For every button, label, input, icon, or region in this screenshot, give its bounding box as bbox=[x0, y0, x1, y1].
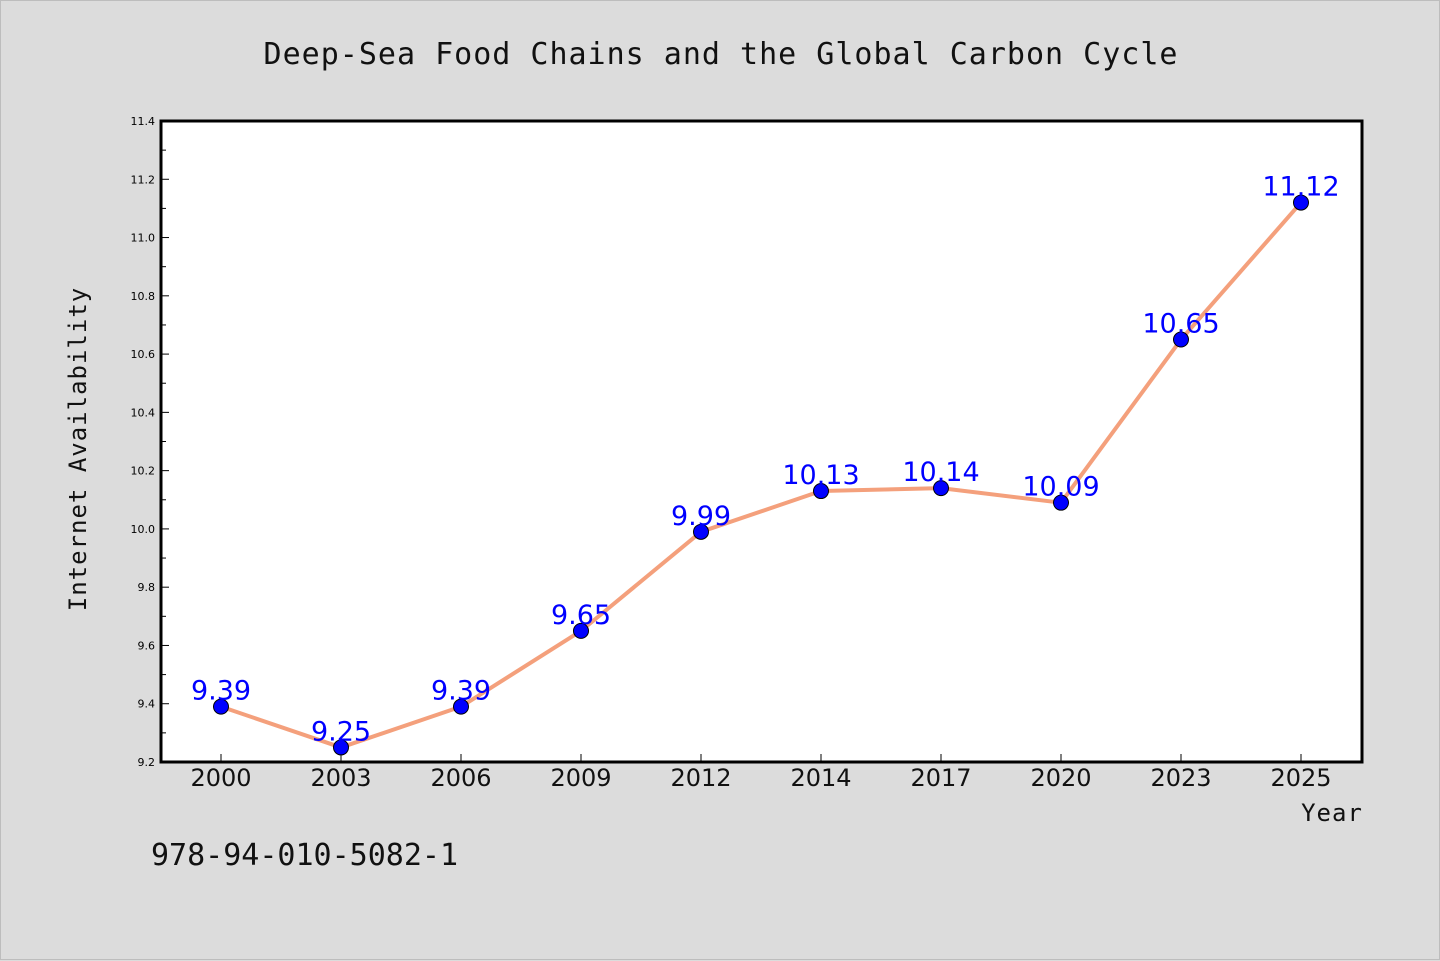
data-label: 9.39 bbox=[191, 676, 251, 707]
data-label: 10.65 bbox=[1142, 309, 1219, 340]
chart-title: Deep-Sea Food Chains and the Global Carb… bbox=[264, 37, 1179, 72]
data-label: 9.39 bbox=[431, 676, 491, 707]
x-tick-label: 2006 bbox=[430, 764, 491, 792]
x-tick-label: 2009 bbox=[550, 764, 611, 792]
x-axis: 2000 2003 2006 2009 2012 2014 2017 2020 2023 2025 bbox=[190, 754, 1332, 792]
data-label: 10.13 bbox=[782, 460, 859, 491]
y-tick-label: 9.8 bbox=[138, 581, 156, 594]
y-tick-label: 9.2 bbox=[138, 756, 156, 769]
data-point bbox=[1293, 194, 1309, 211]
y-tick-label: 10.8 bbox=[131, 290, 156, 303]
y-tick-label: 9.6 bbox=[138, 639, 156, 652]
data-label: 10.09 bbox=[1022, 472, 1099, 503]
data-label: 9.25 bbox=[311, 716, 371, 747]
y-axis: 9.2 9.4 9.6 9.8 10.0 10.2 10.4 10.6 10.8 11.0 11.2… bbox=[131, 115, 169, 769]
data-point bbox=[813, 483, 829, 500]
data-label: 9.99 bbox=[671, 501, 731, 532]
series-layer bbox=[213, 194, 1309, 756]
y-tick-label: 10.6 bbox=[131, 348, 156, 361]
y-tick-label: 11.0 bbox=[131, 232, 156, 245]
data-label: 9.65 bbox=[551, 600, 611, 631]
x-tick-label: 2017 bbox=[910, 764, 971, 792]
data-label-layer: 9.39 9.25 9.39 9.65 9.99 10.13 10.14 10.09 10.65… bbox=[191, 172, 1340, 748]
x-tick-label: 2003 bbox=[310, 764, 371, 792]
data-point bbox=[693, 523, 709, 540]
data-label: 10.14 bbox=[902, 457, 979, 488]
data-point bbox=[1173, 331, 1189, 348]
x-tick-label: 2014 bbox=[790, 764, 851, 792]
y-tick-label: 11.4 bbox=[131, 115, 156, 128]
y-tick-label: 10.4 bbox=[131, 406, 156, 419]
y-tick-label: 10.0 bbox=[131, 523, 156, 536]
data-point bbox=[1053, 494, 1069, 511]
x-tick-label: 2025 bbox=[1270, 764, 1331, 792]
y-axis-title: Internet Availability bbox=[64, 287, 92, 611]
footer-code: 978-94-010-5082-1 bbox=[151, 838, 458, 873]
data-label: 11.12 bbox=[1262, 172, 1339, 203]
y-tick-label: 11.2 bbox=[131, 173, 156, 186]
data-point bbox=[573, 622, 589, 639]
x-tick-label: 2023 bbox=[1150, 764, 1211, 792]
x-tick-label: 2020 bbox=[1030, 764, 1091, 792]
data-point bbox=[333, 739, 349, 756]
y-tick-label: 10.2 bbox=[131, 465, 156, 478]
data-point bbox=[453, 698, 469, 715]
y-tick-label: 9.4 bbox=[138, 698, 156, 711]
plot-area bbox=[159, 119, 1364, 764]
data-point bbox=[213, 698, 229, 715]
x-tick-label: 2000 bbox=[190, 764, 251, 792]
data-point bbox=[933, 480, 949, 497]
series-line bbox=[220, 201, 1303, 750]
x-axis-title: Year bbox=[1301, 799, 1363, 827]
x-tick-label: 2012 bbox=[670, 764, 731, 792]
